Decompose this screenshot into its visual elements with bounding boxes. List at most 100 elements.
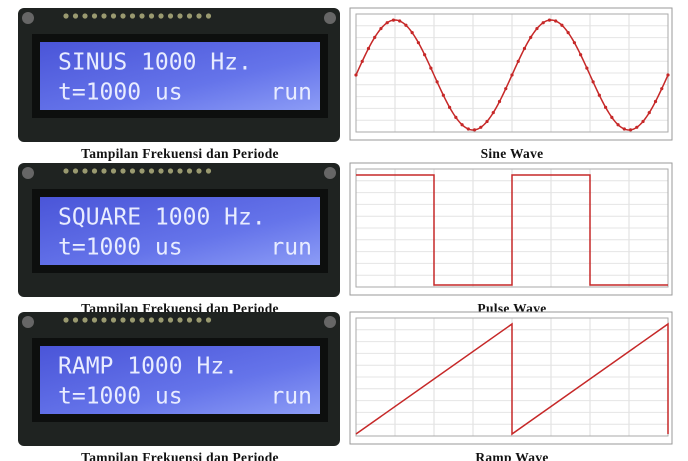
waveform [355,322,669,436]
lcd-line: RAMP 1000 Hz. [58,354,238,380]
lcd-line: run [270,384,312,410]
lcd-pin [196,317,202,323]
lcd-pin [72,168,79,174]
lcd-pin [120,13,126,19]
lcd-pin [82,168,88,174]
lcd-pin [129,317,136,323]
sample-dot [660,87,664,91]
sample-dot [522,46,527,51]
sample-dot [566,31,570,35]
lcd-line: SINUS 1000 Hz. [58,50,252,76]
caption: Tampilan Frekuensi dan Periode [81,450,279,461]
mount-hole [324,316,336,328]
sample-dot [554,19,558,23]
sample-dot [610,115,614,119]
mount-hole [22,167,34,179]
lcd-pin [186,317,193,323]
lcd-pin [72,13,79,19]
lcd-pin [139,168,145,174]
sample-dot [454,115,458,119]
lcd-pin [110,168,117,174]
plot-area [355,13,669,133]
sample-dot [666,73,670,77]
sample-dot [435,80,439,84]
panel: SINUS 1000 Hz. t=1000 us run Tampilan Freku… [18,7,673,161]
sample-dot [497,99,502,104]
sample-dot [635,125,639,129]
lcd-pin [63,317,69,323]
lcd-pin [91,13,98,19]
sample-dot [628,128,633,132]
lcd-screen [40,346,320,414]
lcd-pin [177,168,183,174]
lcd-pin [91,168,98,174]
lcd-pin [139,13,145,19]
mount-hole [324,167,336,179]
sample-dot [641,119,645,124]
sample-dot [604,105,608,109]
chart-frame [349,311,673,445]
mount-hole [22,12,34,24]
sample-dot [410,31,414,35]
sample-dot [560,23,564,27]
lcd-line: run [270,80,312,106]
lcd-pin [101,168,107,174]
lcd-pin [148,13,155,19]
sample-dot [585,66,589,70]
lcd-pin [129,13,136,19]
sample-dot [398,19,402,23]
sample-dot [653,99,658,104]
lcd-pin [120,168,126,174]
sample-dot [460,123,464,127]
lcd-pin [148,168,155,174]
lcd-pin [110,317,117,323]
sample-dot [385,21,389,25]
lcd-pin [91,317,98,323]
sample-dot [597,93,601,97]
sample-dot [591,80,595,84]
lcd-pin [148,317,155,323]
lcd-pin [196,13,202,19]
sample-dot [448,105,452,109]
lcd-pin [205,317,212,323]
lcd-line: t=1000 us [58,80,183,106]
lcd-pin [158,13,164,19]
sample-dot [441,93,445,97]
sample-dot [391,18,396,22]
sample-dot [360,59,364,63]
sample-dot [354,73,358,77]
caption: Sine Wave [481,146,544,161]
lcd-screen [40,42,320,110]
caption: Ramp Wave [475,450,548,461]
sample-dot [472,128,477,132]
sample-dot [529,35,533,39]
sample-dot [366,46,371,51]
sample-dot [579,53,583,57]
lcd-screen [40,197,320,265]
lcd-pin [205,13,212,19]
sample-dot [516,59,520,63]
sample-dot [404,23,408,27]
sample-dot [572,41,577,45]
lcd-pin [158,317,164,323]
sample-dot [491,111,495,115]
lcd-pin [63,13,69,19]
sample-dot [485,119,489,124]
lcd-line: t=1000 us [58,384,183,410]
lcd-pin [205,168,212,174]
panel: RAMP 1000 Hz. t=1000 us run Tampilan Frekue… [18,311,673,461]
lcd-pin [167,317,174,323]
chart-frame [349,162,673,296]
lcd-line: run [270,235,312,261]
lcd-pin [167,13,174,19]
lcd-pin [110,13,117,19]
plot-area [355,168,669,288]
lcd-pin [82,317,88,323]
waveform [356,174,668,286]
lcd-pin [139,317,145,323]
lcd-pin [63,168,69,174]
sample-dot [547,18,552,22]
